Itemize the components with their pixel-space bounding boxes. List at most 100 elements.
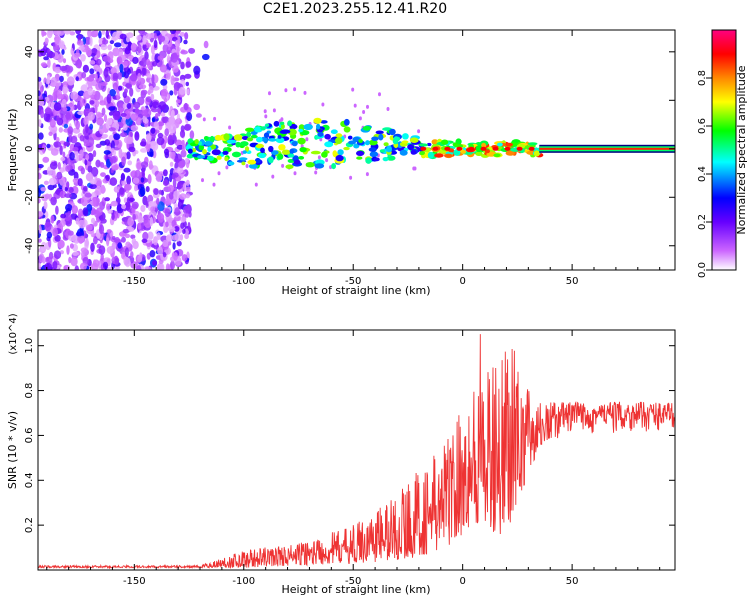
- faint-dot: [212, 182, 216, 187]
- noise-blob: [73, 52, 81, 58]
- noise-blob: [93, 236, 98, 245]
- noise-blob: [90, 48, 98, 56]
- signal-blob: [246, 137, 254, 142]
- signal-blob: [533, 150, 540, 157]
- signal-blob: [238, 157, 248, 161]
- noise-blob: [49, 161, 58, 170]
- signal-blob: [303, 123, 313, 131]
- noise-blob: [98, 224, 105, 235]
- noise-blob: [116, 48, 124, 57]
- x-tick-label: -150: [123, 276, 146, 287]
- noise-blob: [144, 266, 152, 270]
- noise-blob: [146, 73, 151, 79]
- noise-blob: [153, 121, 159, 131]
- signal-blob: [209, 135, 215, 143]
- noise-blob: [103, 68, 109, 78]
- signal-blob: [369, 151, 379, 158]
- noise-blob: [43, 112, 51, 122]
- spectrogram-frame: [37, 29, 676, 271]
- signal-blob: [335, 137, 343, 145]
- signal-blob: [271, 150, 279, 156]
- noise-blob: [153, 39, 158, 49]
- noise-blob: [92, 197, 97, 207]
- faint-dot: [254, 182, 258, 187]
- signal-peak: [492, 146, 499, 151]
- noise-blob: [50, 148, 59, 156]
- signal-blob: [228, 161, 235, 166]
- noise-blob: [137, 72, 142, 83]
- noise-blob: [147, 174, 152, 184]
- noise-blob: [113, 133, 121, 141]
- noise-blob: [83, 116, 88, 126]
- noise-blob: [143, 108, 152, 118]
- noise-blob: [177, 199, 184, 210]
- noise-blob: [132, 56, 139, 64]
- noise-blob: [100, 172, 106, 178]
- signal-blob: [356, 150, 365, 156]
- signal-blob: [275, 137, 285, 144]
- noise-blob: [139, 186, 146, 197]
- noise-blob: [179, 32, 185, 37]
- signal-blob: [316, 123, 321, 130]
- signal-peak: [516, 146, 523, 151]
- noise-blob: [93, 30, 99, 34]
- noise-blob: [40, 241, 47, 252]
- noise-blob: [66, 181, 70, 189]
- noise-blob: [164, 128, 169, 137]
- noise-blob: [150, 127, 156, 134]
- noise-blob: [123, 60, 131, 66]
- noise-blob: [81, 71, 87, 79]
- noise-blob: [64, 212, 72, 221]
- noise-blob: [114, 238, 122, 244]
- noise-blob: [124, 247, 129, 257]
- noise-blob: [184, 123, 192, 131]
- noise-blob: [108, 106, 116, 111]
- signal-blob: [216, 155, 222, 160]
- noise-blob: [87, 152, 94, 162]
- signal-blob: [224, 156, 229, 162]
- signal-blob: [242, 150, 247, 154]
- noise-blob: [175, 99, 181, 104]
- snr-plot: -150 -100 -50 0 50 0.2 0.4 0.6 0.8 1.0 Height of …: [6, 313, 676, 596]
- noise-blob: [60, 213, 67, 219]
- noise-blob: [79, 135, 85, 142]
- signal-blob: [353, 143, 360, 149]
- noise-blob: [44, 37, 49, 45]
- noise-blob: [170, 75, 175, 86]
- noise-blob: [156, 262, 165, 270]
- signal-blob: [337, 149, 344, 156]
- faint-dot: [305, 137, 309, 142]
- signal-blob: [505, 150, 515, 156]
- x-tick-label: -100: [232, 276, 255, 287]
- noise-blob: [108, 111, 114, 116]
- noise-blob: [126, 175, 131, 185]
- noise-blob: [87, 111, 95, 121]
- noise-blob: [105, 174, 111, 181]
- noise-blob: [38, 99, 45, 107]
- signal-blob: [343, 118, 350, 126]
- noise-blob: [112, 82, 118, 91]
- signal-blob: [313, 117, 322, 124]
- noise-blob: [150, 206, 156, 212]
- signal-blob: [254, 157, 261, 164]
- spectrogram-ylabel: Frequency (Hz): [6, 109, 19, 192]
- noise-blob: [38, 187, 42, 198]
- noise-blob: [75, 76, 79, 82]
- noise-blob: [141, 67, 147, 76]
- signal-blob: [260, 126, 266, 131]
- noise-blob: [126, 103, 132, 109]
- noise-blob: [146, 142, 151, 153]
- signal-blob: [378, 133, 384, 141]
- noise-blob: [64, 193, 72, 199]
- noise-blob: [163, 98, 168, 103]
- noise-blob: [176, 240, 182, 247]
- noise-blob: [104, 197, 110, 202]
- noise-blob: [38, 132, 44, 140]
- noise-blob: [176, 46, 180, 56]
- signal-blob: [399, 149, 408, 156]
- noise-blob: [136, 162, 142, 170]
- noise-blob: [169, 123, 177, 134]
- noise-blob: [113, 186, 121, 193]
- noise-blob: [131, 207, 136, 214]
- noise-blob: [114, 257, 119, 265]
